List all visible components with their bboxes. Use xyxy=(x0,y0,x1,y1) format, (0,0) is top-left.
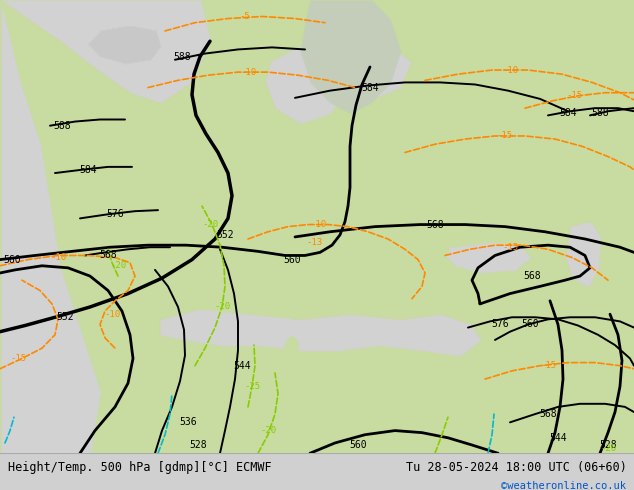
Text: 584: 584 xyxy=(361,82,378,93)
Text: 560: 560 xyxy=(349,440,367,450)
Text: -20: -20 xyxy=(110,261,126,270)
Text: 584: 584 xyxy=(559,108,577,118)
Text: 568: 568 xyxy=(426,220,444,229)
Text: -20: -20 xyxy=(214,302,230,312)
Text: -10: -10 xyxy=(50,253,66,262)
Text: 544: 544 xyxy=(549,433,567,443)
Text: -15: -15 xyxy=(497,131,513,141)
Text: 552: 552 xyxy=(56,312,74,322)
Text: 588: 588 xyxy=(591,108,609,118)
Text: -15: -15 xyxy=(540,361,556,370)
Text: 588: 588 xyxy=(173,51,191,62)
Text: 576: 576 xyxy=(491,319,509,329)
Text: -5: -5 xyxy=(240,12,250,21)
Text: -15: -15 xyxy=(10,354,26,363)
Text: -10: -10 xyxy=(240,68,256,76)
Text: 568: 568 xyxy=(99,250,117,261)
Text: 560: 560 xyxy=(283,255,301,265)
Text: 576: 576 xyxy=(106,209,124,219)
Text: -15: -15 xyxy=(567,91,583,100)
Text: 584: 584 xyxy=(79,165,97,175)
Text: -10: -10 xyxy=(502,66,518,74)
Text: 568: 568 xyxy=(523,271,541,281)
Text: -13: -13 xyxy=(307,238,323,246)
Text: 528: 528 xyxy=(189,440,207,450)
Text: -20: -20 xyxy=(600,443,616,453)
Text: -10: -10 xyxy=(310,220,326,229)
Text: -15: -15 xyxy=(502,243,518,252)
Text: Height/Temp. 500 hPa [gdmp][°C] ECMWF: Height/Temp. 500 hPa [gdmp][°C] ECMWF xyxy=(8,461,271,474)
Text: Tu 28-05-2024 18:00 UTC (06+60): Tu 28-05-2024 18:00 UTC (06+60) xyxy=(406,461,626,474)
Text: -25: -25 xyxy=(245,382,261,391)
Text: 560: 560 xyxy=(521,319,539,329)
Text: 588: 588 xyxy=(53,121,71,131)
Text: 544: 544 xyxy=(233,361,251,371)
Text: 560: 560 xyxy=(3,255,21,265)
Text: 552: 552 xyxy=(216,230,234,240)
Text: 568: 568 xyxy=(539,409,557,419)
Text: -20: -20 xyxy=(202,220,218,229)
Text: -20: -20 xyxy=(260,426,276,435)
Text: ©weatheronline.co.uk: ©weatheronline.co.uk xyxy=(501,481,626,490)
Text: 528: 528 xyxy=(599,440,617,450)
Text: 536: 536 xyxy=(179,417,197,427)
Text: -10: -10 xyxy=(104,310,120,318)
